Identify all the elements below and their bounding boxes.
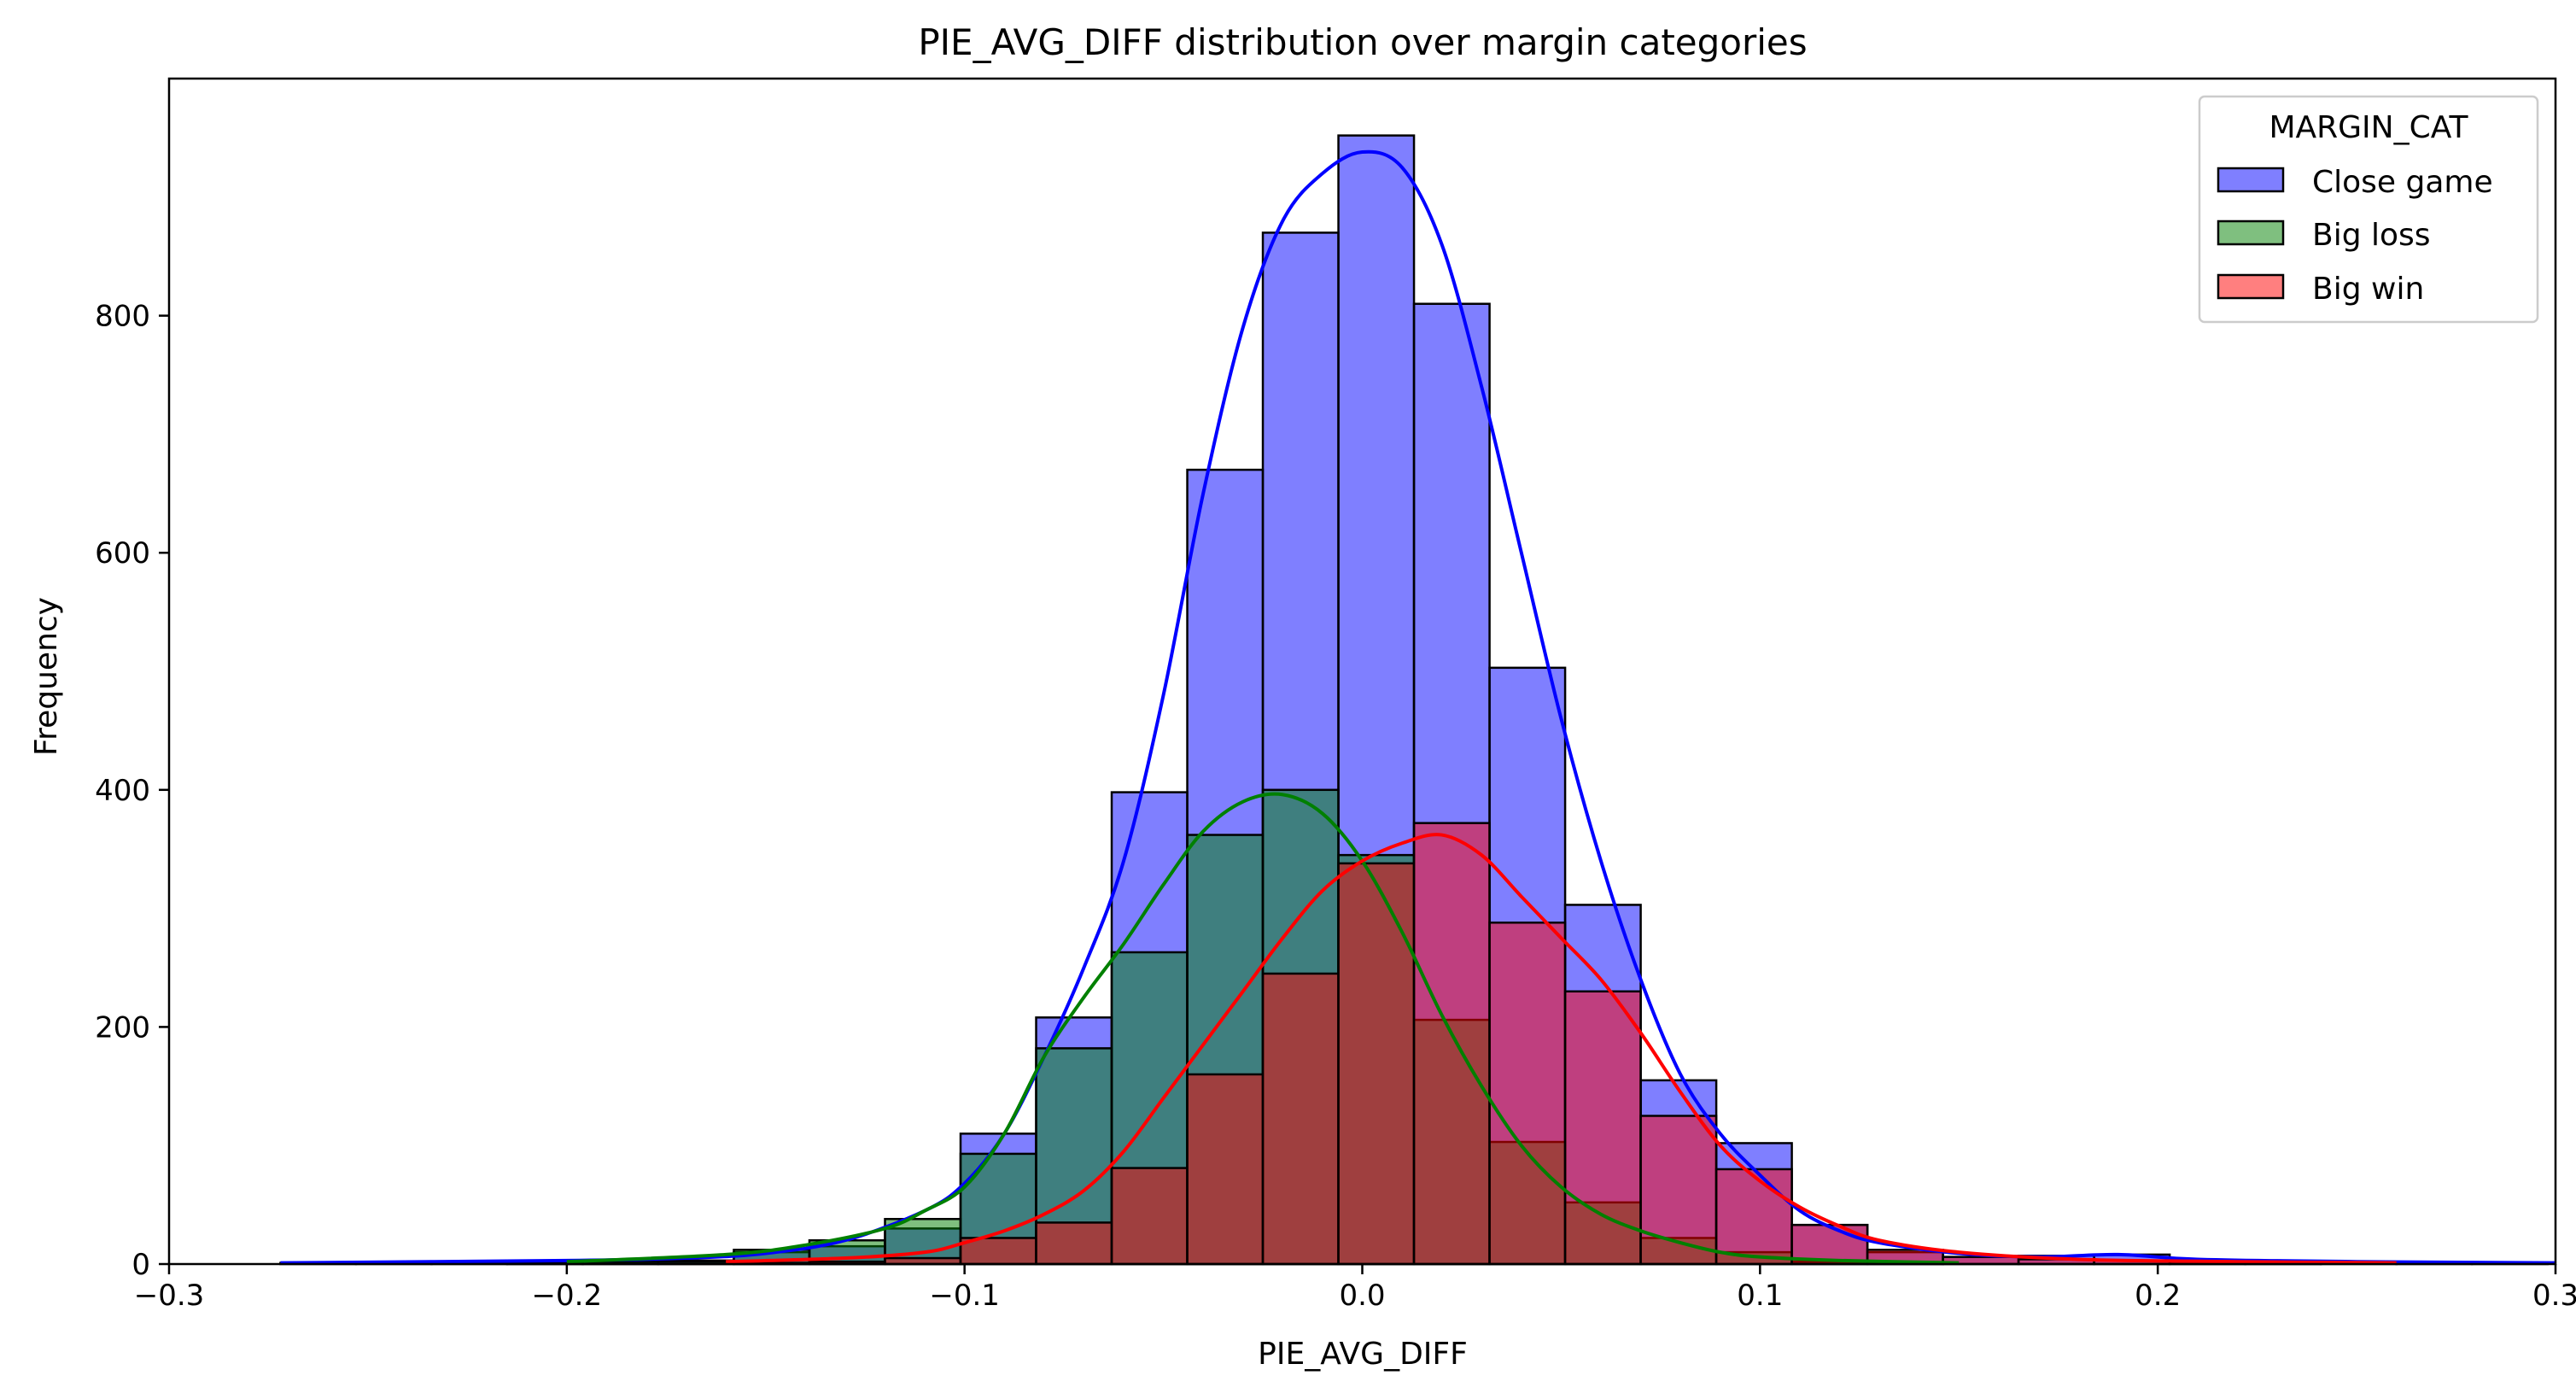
x-tick-label: −0.2 (532, 1279, 603, 1313)
plot-area: −0.3 −0.2 −0.1 0.0 0.1 0.2 0.3 0 200 400 600 800 (95, 77, 2576, 1313)
legend-label-big-win: Big win (2312, 272, 2424, 307)
legend: MARGIN_CAT Close game Big loss Big win (2198, 95, 2539, 324)
y-tick-label: 200 (95, 1010, 150, 1045)
legend-label-close-game: Close game (2312, 165, 2493, 200)
x-tick-label: 0.3 (2532, 1279, 2576, 1313)
y-axis-label: Frequency (29, 597, 64, 756)
x-tick-label: −0.3 (134, 1279, 205, 1313)
kde-line-big-loss (566, 792, 1960, 1265)
x-tick-label: 0.1 (1737, 1279, 1783, 1313)
legend-label-big-loss: Big loss (2312, 218, 2431, 253)
legend-swatch-big-win (2217, 273, 2285, 300)
y-tick-label: 0 (131, 1248, 150, 1282)
chart-title: PIE_AVG_DIFF distribution over margin ca… (918, 21, 1807, 63)
legend-swatch-close-game (2217, 167, 2285, 193)
bar-big-win-11 (1110, 1167, 1189, 1266)
kde-line-big-win (726, 833, 2397, 1265)
bar-big-win-12 (1186, 1073, 1265, 1266)
legend-box (2198, 95, 2539, 324)
y-tick-label: 800 (95, 300, 150, 334)
bar-big-win-16 (1488, 922, 1567, 1266)
x-tick-label: −0.1 (929, 1279, 1000, 1313)
bar-big-win-14 (1337, 862, 1416, 1266)
bar-big-win-10 (1035, 1221, 1113, 1266)
x-axis-label: PIE_AVG_DIFF (1258, 1337, 1468, 1372)
bar-big-win-19 (1714, 1168, 1793, 1266)
x-tick-label: 0.0 (1339, 1279, 1385, 1313)
bar-big-win-9 (959, 1237, 1037, 1266)
kde-line-close-game (280, 149, 2556, 1265)
y-tick-label: 400 (95, 774, 150, 808)
bar-big-win-13 (1261, 972, 1340, 1266)
x-tick-label: 0.2 (2135, 1279, 2181, 1313)
y-tick-label: 600 (95, 536, 150, 571)
bar-big-win-17 (1563, 990, 1642, 1266)
legend-swatch-big-loss (2217, 220, 2285, 246)
bar-big-win-15 (1412, 822, 1491, 1266)
legend-title: MARGIN_CAT (2269, 110, 2468, 145)
